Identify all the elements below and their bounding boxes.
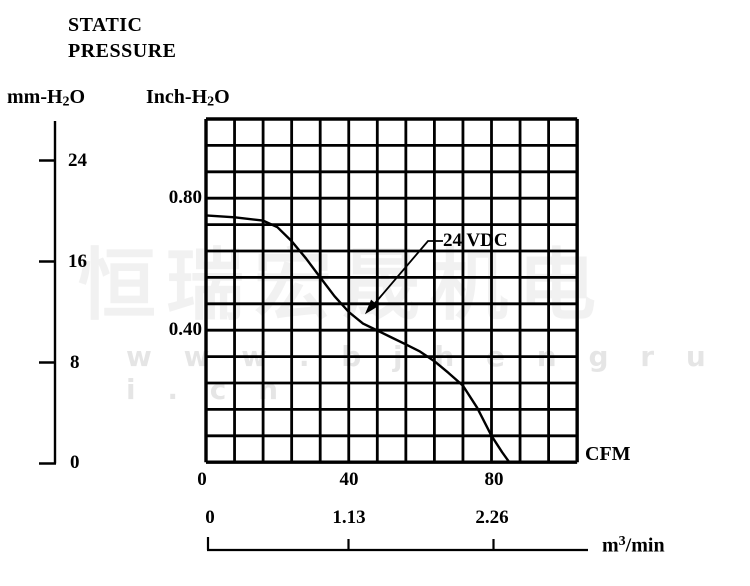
cfm-tick-40: 40 <box>339 469 359 490</box>
cfm-tick-0: 0 <box>197 469 207 490</box>
mm-ruler <box>39 121 57 465</box>
inch-axis-label: Inch-H2O <box>146 86 230 110</box>
cfm-tick-80: 80 <box>484 469 504 490</box>
curve-voltage-label: 24 VDC <box>443 230 508 251</box>
m3min-ruler <box>206 537 588 552</box>
leader-arrow <box>364 240 443 315</box>
mm-axis-label: mm-H2O <box>7 86 86 110</box>
chart-title-line2: PRESSURE <box>68 40 177 62</box>
cfm-axis-label: CFM <box>585 443 631 465</box>
inch-tick-040: 0.40 <box>168 319 202 340</box>
chart-title-line1: STATIC <box>68 14 143 36</box>
m3min-tick-0: 0 <box>205 507 215 528</box>
m3min-tick-113: 1.13 <box>332 507 366 528</box>
m3min-tick-226: 2.26 <box>475 507 509 528</box>
mm-tick-16: 16 <box>68 251 87 272</box>
mm-tick-24: 24 <box>68 150 87 171</box>
performance-curve <box>204 214 511 464</box>
watermark-cjk-text: 恒瑞宏晟机电 <box>78 241 607 331</box>
inch-tick-080: 0.80 <box>168 187 202 208</box>
m3min-axis-label: m3/min <box>602 534 665 557</box>
grid-lines <box>204 117 579 464</box>
mm-tick-0: 0 <box>70 452 80 473</box>
mm-tick-8: 8 <box>70 352 80 373</box>
